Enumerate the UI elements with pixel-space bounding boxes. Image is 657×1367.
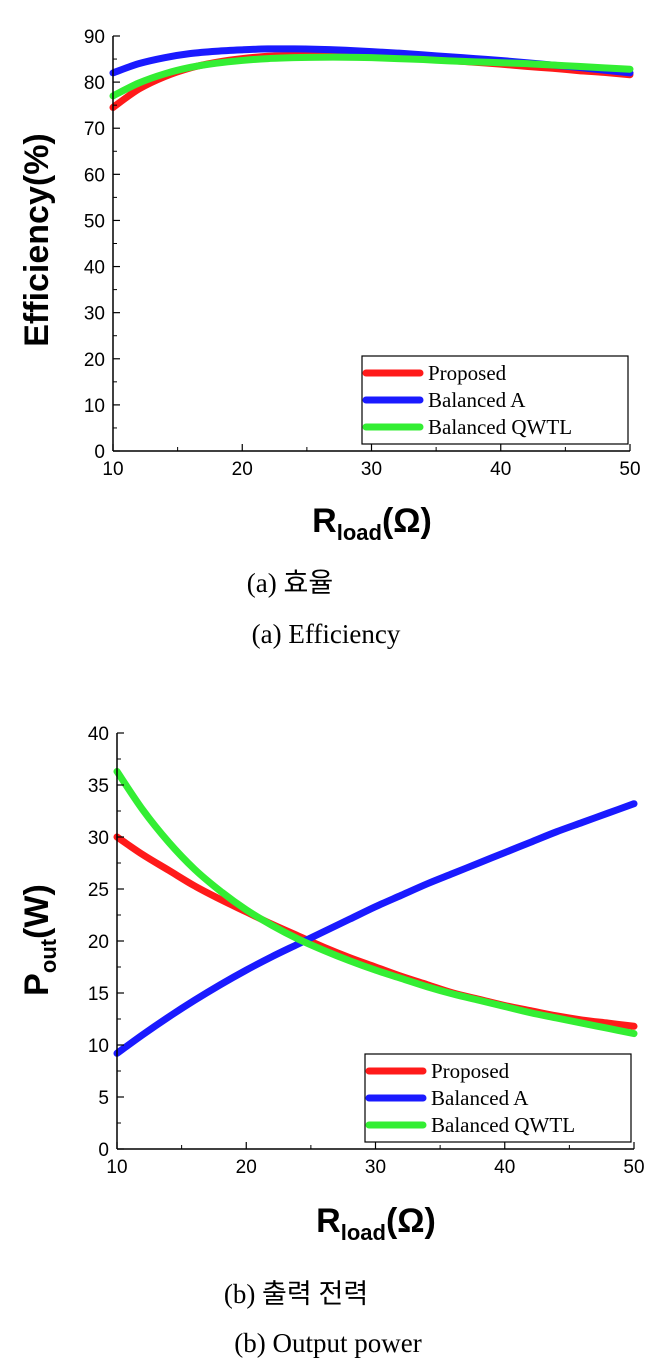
x-tick-label: 30 bbox=[361, 459, 382, 480]
y-tick-label: 50 bbox=[84, 211, 105, 232]
caption-english: (a) Efficiency bbox=[252, 619, 401, 649]
x-tick-label: 10 bbox=[106, 1157, 127, 1178]
y-tick-label: 20 bbox=[88, 932, 109, 953]
y-axis-title: Pout(W) bbox=[18, 884, 61, 996]
y-axis-title: Efficiency(%) bbox=[18, 133, 56, 347]
output-power-chart: 0 5 10 15 20 25 30 35 40 10 20 30 40 50 Proposed Balan… bbox=[18, 724, 645, 1358]
legend-label: Proposed bbox=[428, 361, 507, 385]
legend-label: Balanced A bbox=[431, 1086, 529, 1110]
y-tick-label: 40 bbox=[88, 724, 109, 745]
y-axis-title-sub: out bbox=[36, 938, 61, 973]
legend-label: Balanced A bbox=[428, 388, 526, 412]
x-tick-label: 40 bbox=[490, 459, 511, 480]
x-axis-title: Rload(Ω) bbox=[312, 502, 432, 545]
y-tick-label: 20 bbox=[84, 350, 105, 371]
y-tick-label: 10 bbox=[88, 1036, 109, 1057]
legend-label: Proposed bbox=[431, 1059, 510, 1083]
x-tick-label: 50 bbox=[623, 1157, 644, 1178]
series-line-balanced-a bbox=[113, 800, 638, 1057]
y-tick-label: 70 bbox=[84, 119, 105, 140]
x-tick-label: 20 bbox=[236, 1157, 257, 1178]
legend-label: Balanced QWTL bbox=[431, 1113, 575, 1137]
caption-korean: (a) 효율 bbox=[247, 568, 333, 598]
legend-label: Balanced QWTL bbox=[428, 415, 572, 439]
y-tick-label: 5 bbox=[98, 1088, 109, 1109]
y-tick-label: 0 bbox=[94, 442, 105, 463]
caption-korean: (b) 출력 전력 bbox=[224, 1279, 368, 1309]
y-tick-label: 35 bbox=[88, 776, 109, 797]
y-tick-label: 30 bbox=[88, 828, 109, 849]
x-axis-title-unit: (Ω) bbox=[382, 502, 432, 540]
x-tick-label: 20 bbox=[232, 459, 253, 480]
y-axis-title-main: P bbox=[18, 973, 56, 996]
y-tick-label: 10 bbox=[84, 396, 105, 417]
x-axis-title-sub: load bbox=[337, 520, 382, 545]
y-tick-label: 40 bbox=[84, 258, 105, 279]
x-tick-label: 10 bbox=[102, 459, 123, 480]
y-tick-label: 15 bbox=[88, 984, 109, 1005]
x-tick-label: 30 bbox=[365, 1157, 386, 1178]
x-tick-label: 40 bbox=[494, 1157, 515, 1178]
x-axis-title-main: R bbox=[312, 502, 337, 540]
x-axis-title-main: R bbox=[316, 1202, 341, 1240]
y-tick-label: 80 bbox=[84, 73, 105, 94]
y-tick-label: 30 bbox=[84, 304, 105, 325]
y-tick-label: 0 bbox=[98, 1140, 109, 1161]
x-axis-title-unit: (Ω) bbox=[386, 1202, 436, 1240]
y-tick-label: 90 bbox=[84, 27, 105, 48]
y-tick-label: 25 bbox=[88, 880, 109, 901]
x-axis-title-sub: load bbox=[341, 1220, 386, 1245]
caption-english: (b) Output power bbox=[234, 1328, 421, 1358]
x-tick-label: 50 bbox=[619, 459, 640, 480]
x-axis-title: Rload(Ω) bbox=[316, 1202, 436, 1245]
series-line-balanced-qwtl bbox=[109, 53, 634, 100]
y-tick-label: 60 bbox=[84, 165, 105, 186]
series-line-balanced-qwtl bbox=[113, 767, 638, 1038]
y-axis-title-unit: (W) bbox=[18, 884, 56, 939]
